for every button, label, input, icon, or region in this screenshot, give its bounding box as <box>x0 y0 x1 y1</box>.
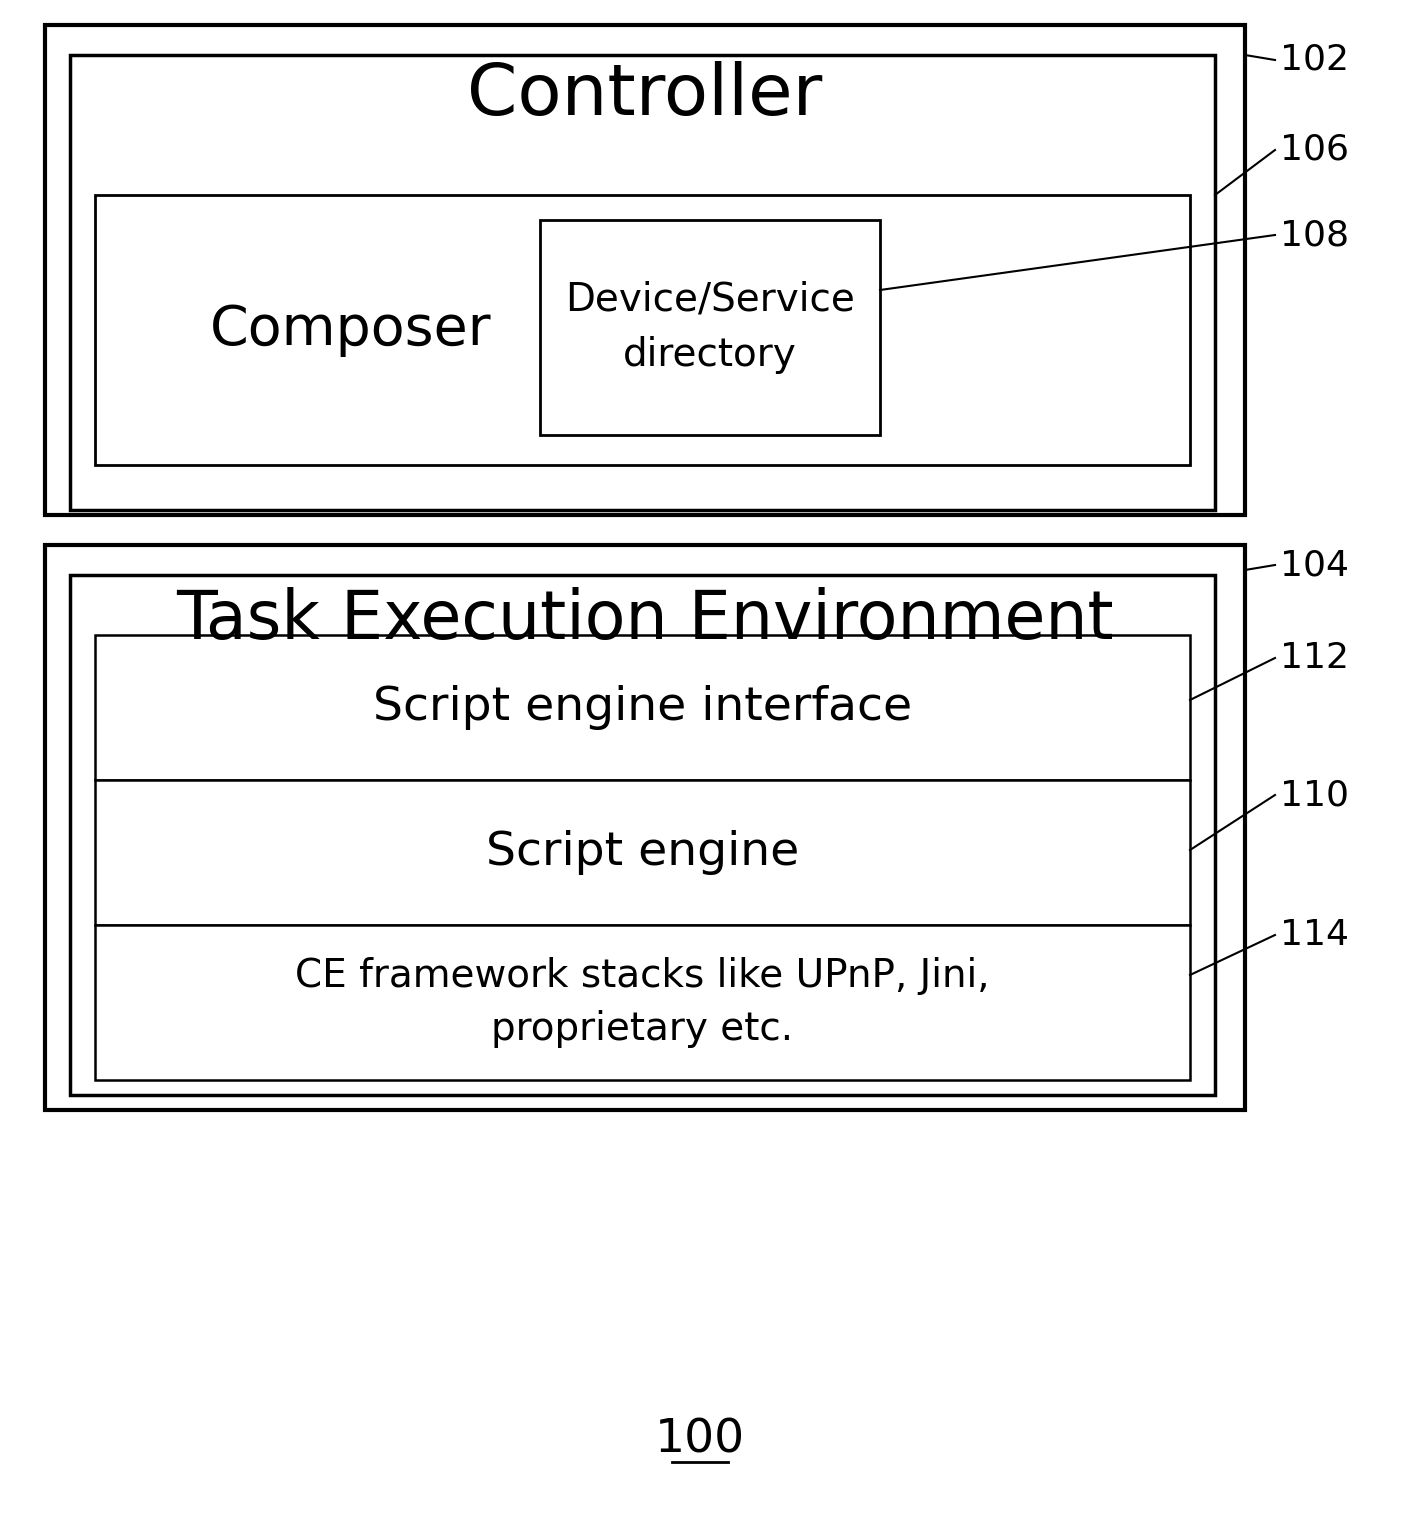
Bar <box>45 546 1245 1109</box>
Bar <box>95 780 1190 925</box>
Text: 112: 112 <box>1281 642 1348 675</box>
Text: 100: 100 <box>655 1417 746 1463</box>
Text: Script engine: Script engine <box>485 831 799 875</box>
Text: CE framework stacks like UPnP, Jini,
proprietary etc.: CE framework stacks like UPnP, Jini, pro… <box>296 957 989 1049</box>
Text: Script engine interface: Script engine interface <box>374 684 913 730</box>
Bar <box>95 195 1190 465</box>
Bar <box>69 575 1215 1096</box>
Text: Controller: Controller <box>467 61 822 130</box>
Text: Composer: Composer <box>209 303 491 357</box>
Text: 108: 108 <box>1281 218 1348 251</box>
Bar <box>69 55 1215 511</box>
Bar <box>45 24 1245 515</box>
Text: 106: 106 <box>1281 133 1348 168</box>
Bar <box>95 636 1190 780</box>
Bar <box>95 925 1190 1081</box>
Text: Device/Service
directory: Device/Service directory <box>565 280 855 375</box>
Text: Task Execution Environment: Task Execution Environment <box>177 587 1114 652</box>
Bar <box>541 219 880 434</box>
Text: 110: 110 <box>1281 777 1348 812</box>
Text: 114: 114 <box>1281 917 1348 952</box>
Text: 104: 104 <box>1281 549 1348 582</box>
Text: 102: 102 <box>1281 43 1348 78</box>
